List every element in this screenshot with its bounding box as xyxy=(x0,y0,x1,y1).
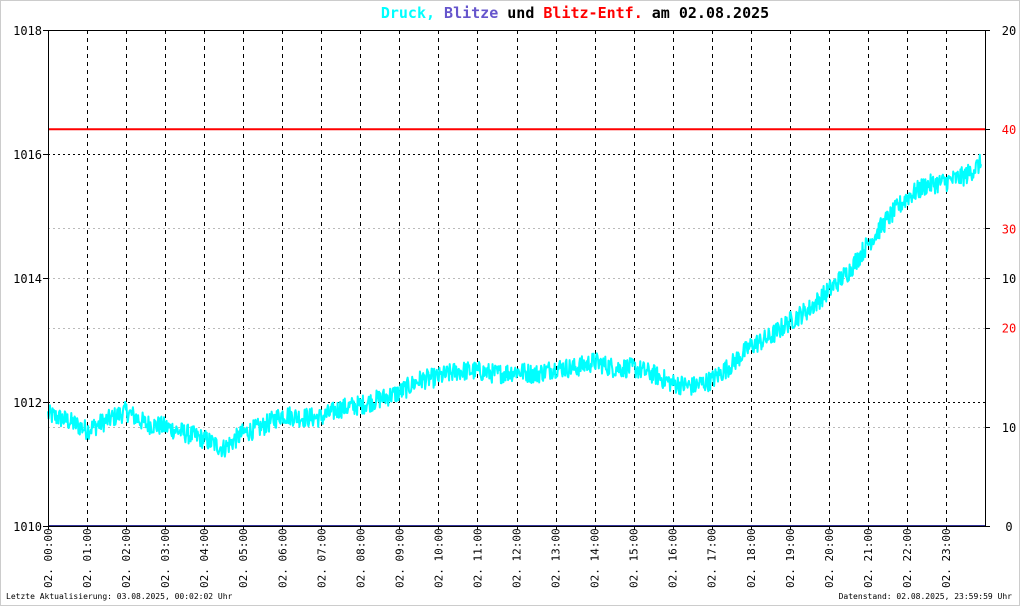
x-tick-label: 02. 15:00 xyxy=(628,528,641,588)
title-part-2: und xyxy=(498,4,534,22)
y-axis-right: 0 10 20 10 30 40 20 xyxy=(985,24,1016,534)
x-tick-label: 02. 09:00 xyxy=(393,528,406,588)
title-part-0: Druck, xyxy=(381,4,435,22)
chart-title: Druck, Blitze und Blitz-Entf. am 02.08.2… xyxy=(381,4,769,22)
x-tick-label: 02. 10:00 xyxy=(432,528,445,588)
footer-last-update: Letzte Aktualisierung: 03.08.2025, 00:02… xyxy=(6,592,233,601)
x-tick-label: 02. 01:00 xyxy=(81,528,94,588)
y-left-tick-label: 1012 xyxy=(13,396,42,410)
y-right-tick-label: 40 xyxy=(1002,123,1016,137)
series-line-druck xyxy=(47,153,983,458)
x-tick-label: 02. 03:00 xyxy=(159,528,172,588)
y-left-tick-label: 1016 xyxy=(13,148,42,162)
x-tick-label: 02. 07:00 xyxy=(315,528,328,588)
x-tick-label: 02. 17:00 xyxy=(706,528,719,588)
title-part-4: am 02.08.2025 xyxy=(643,4,769,22)
x-tick-label: 02. 12:00 xyxy=(511,528,524,588)
x-tick-label: 02. 22:00 xyxy=(901,528,914,588)
x-tick-label: 02. 05:00 xyxy=(237,528,250,588)
x-tick-label: 02. 18:00 xyxy=(745,528,758,588)
y-left-tick-label: 1018 xyxy=(13,24,42,38)
title-part-3: Blitz-Entf. xyxy=(534,4,642,22)
grid xyxy=(48,30,985,526)
y-left-tick-label: 1010 xyxy=(13,520,42,534)
series-layer xyxy=(47,128,985,527)
x-tick-label: 02. 06:00 xyxy=(276,528,289,588)
x-tick-label: 02. 11:00 xyxy=(471,528,484,588)
y-right-tick-label: 20 xyxy=(1002,24,1016,38)
x-tick-label: 02. 08:00 xyxy=(354,528,367,588)
x-tick-label: 02. 19:00 xyxy=(784,528,797,588)
y-right-tick-label: 30 xyxy=(1002,222,1016,236)
x-tick-label: 02. 13:00 xyxy=(550,528,563,588)
x-tick-label: 02. 14:00 xyxy=(589,528,602,588)
x-tick-label: 02. 20:00 xyxy=(823,528,836,588)
x-tick-label: 02. 21:00 xyxy=(862,528,875,588)
y-right-tick-label: 10 xyxy=(1002,272,1016,286)
y-left-tick-label: 1014 xyxy=(13,272,42,286)
x-tick-label: 02. 23:00 xyxy=(940,528,953,588)
x-tick-label: 02. 04:00 xyxy=(198,528,211,588)
x-tick-label: 02. 02:00 xyxy=(120,528,133,588)
y-right-tick-label: 0 xyxy=(1005,520,1012,534)
x-axis: 02. 00:00 02. 01:00 02. 02:00 02. 03:00 02. … xyxy=(42,526,953,588)
x-tick-label: 02. 16:00 xyxy=(667,528,680,588)
footer-data-status: Datenstand: 02.08.2025, 23:59:59 Uhr xyxy=(838,592,1012,601)
y-axis-left: 1010 1012 1014 1016 1018 xyxy=(13,24,48,534)
y-right-tick-label: 10 xyxy=(1002,421,1016,435)
title-part-1: Blitze xyxy=(435,4,498,22)
x-tick-label: 02. 00:00 xyxy=(42,528,55,588)
y-right-tick-label: 20 xyxy=(1002,322,1016,336)
